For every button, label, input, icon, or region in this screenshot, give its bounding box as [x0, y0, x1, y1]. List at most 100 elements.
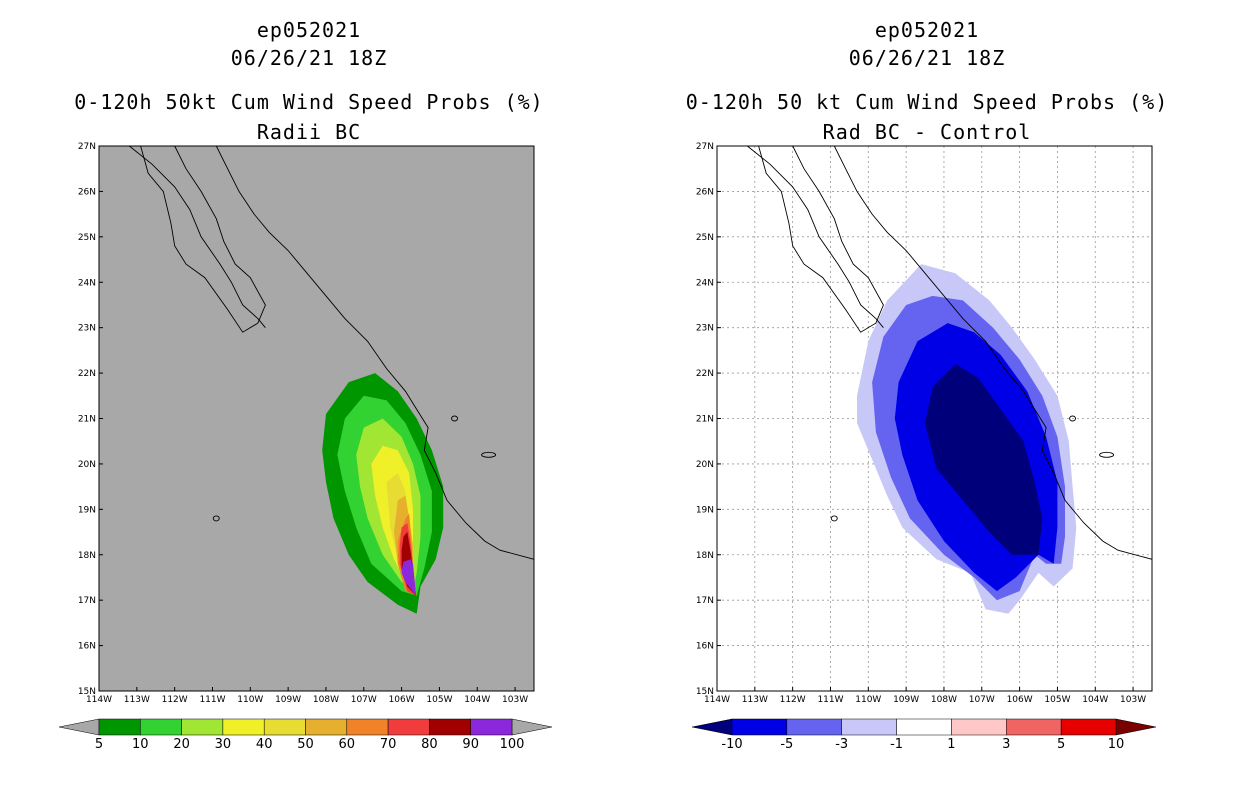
y-tick-label: 27N	[696, 142, 714, 152]
colorbar-swatch	[786, 718, 842, 736]
storm-id-label: ep052021	[256, 18, 362, 42]
x-tick-label: 106W	[389, 695, 415, 705]
chart-subtitle: Rad BC - Control	[822, 120, 1032, 144]
y-tick-label: 20N	[78, 460, 96, 470]
y-tick-label: 24N	[78, 278, 96, 288]
colorbar-end-triangle	[1115, 718, 1157, 736]
colorbar-label: 20	[173, 737, 190, 752]
coastline-segment	[833, 145, 1153, 560]
colorbar-label: 3	[1002, 737, 1010, 752]
colorbar: -10 -5 -3 -1 1 3 5 10	[691, 718, 1157, 752]
x-tick-label: 109W	[893, 695, 919, 705]
x-tick-label: 103W	[502, 695, 528, 705]
island-outline	[451, 415, 459, 422]
colorbar-swatch	[263, 718, 306, 736]
x-tick-label: 113W	[124, 695, 150, 705]
x-tick-label: 104W	[464, 695, 490, 705]
colorbar-label: 100	[500, 737, 525, 752]
colorbar-swatch	[470, 718, 513, 736]
colorbar: 5 10 20 30 40 50 60 70 80 90 100	[58, 718, 553, 752]
x-tick-label: 107W	[351, 695, 377, 705]
colorbar-label: 40	[256, 737, 273, 752]
colorbar-swatch	[429, 718, 471, 736]
colorbar-label: -5	[780, 737, 793, 752]
coastline-segment	[215, 145, 535, 560]
contour-level-100	[401, 563, 416, 596]
y-tick-label: 21N	[78, 415, 96, 425]
y-tick-label: 18N	[78, 551, 96, 561]
colorbar-end-triangle	[58, 718, 100, 736]
colorbar-swatch	[181, 718, 224, 736]
contour-level-neg10	[925, 364, 1043, 555]
colorbar-swatch	[896, 718, 952, 736]
x-tick-label: 105W	[426, 695, 452, 705]
y-tick-label: 19N	[78, 505, 96, 515]
x-tick-label: 108W	[313, 695, 339, 705]
y-tick-label: 25N	[78, 233, 96, 243]
colorbar-swatch	[98, 718, 141, 736]
x-tick-label: 106W	[1007, 695, 1033, 705]
x-tick-label: 111W	[199, 695, 225, 705]
island-outline	[1099, 451, 1115, 458]
y-tick-label: 26N	[78, 187, 96, 197]
y-tick-label: 22N	[78, 369, 96, 379]
colorbar-swatch	[731, 718, 788, 736]
colorbar-swatch	[1060, 718, 1117, 736]
x-tick-label: 104W	[1082, 695, 1108, 705]
contour-group	[322, 373, 444, 614]
coastline-segment	[140, 145, 266, 333]
y-tick-label: 17N	[78, 596, 96, 606]
colorbar-swatch	[841, 718, 897, 736]
x-tick-label: 107W	[969, 695, 995, 705]
y-tick-label: 16N	[78, 642, 96, 652]
wind-prob-difference-map: 114W 113W 112W 111W 110W 109W 108W 107W 106W 105W…	[691, 142, 1157, 752]
y-tick-label: 27N	[78, 142, 96, 152]
colorbar-label: 10	[132, 737, 149, 752]
colorbar-swatch	[346, 718, 389, 736]
island-outline	[481, 451, 497, 458]
chart-title: 0-120h 50kt Cum Wind Speed Probs (%)	[74, 90, 544, 114]
coastline-segment	[129, 145, 266, 328]
x-tick-label: 112W	[162, 695, 188, 705]
x-tick-label: 105W	[1044, 695, 1070, 705]
colorbar-label: 10	[1108, 737, 1125, 752]
chart-panel-difference: ep052021 06/26/21 18Z 0-120h 50 kt Cum W…	[618, 0, 1236, 800]
x-tick-label: 112W	[780, 695, 806, 705]
x-tick-label: 109W	[275, 695, 301, 705]
y-tick-label: 22N	[696, 369, 714, 379]
colorbar-swatch	[387, 718, 430, 736]
colorbar-end-triangle	[691, 718, 733, 736]
chart-title: 0-120h 50 kt Cum Wind Speed Probs (%)	[685, 90, 1169, 114]
storm-id-label: ep052021	[874, 18, 980, 42]
x-tick-label: 110W	[237, 695, 263, 705]
x-tick-label: 114W	[86, 695, 112, 705]
y-tick-label: 24N	[696, 278, 714, 288]
island-outline	[830, 515, 838, 522]
colorbar-label: -10	[721, 737, 742, 752]
y-tick-label: 23N	[696, 324, 714, 334]
island-outline	[212, 515, 220, 522]
colorbar-end-triangle	[511, 718, 553, 736]
island-outline	[1069, 415, 1077, 422]
colorbar-label: -1	[890, 737, 903, 752]
colorbar-label: -3	[835, 737, 848, 752]
y-tick-label: 26N	[696, 187, 714, 197]
gridlines	[716, 145, 1152, 692]
coastline-group	[129, 145, 535, 560]
x-tick-label: 114W	[704, 695, 730, 705]
chart-panel-radii-bc: ep052021 06/26/21 18Z 0-120h 50kt Cum Wi…	[58, 18, 553, 752]
colorbar-label: 50	[297, 737, 314, 752]
colorbar-label: 5	[95, 737, 103, 752]
y-tick-label: 18N	[696, 551, 714, 561]
colorbar-swatch	[222, 718, 265, 736]
x-tick-label: 111W	[817, 695, 843, 705]
x-tick-label: 110W	[855, 695, 881, 705]
y-tick-label: 19N	[696, 505, 714, 515]
coastline-segment	[758, 145, 884, 333]
x-tick-label: 108W	[931, 695, 957, 705]
colorbar-label: 80	[421, 737, 438, 752]
colorbar-swatch	[951, 718, 1007, 736]
colorbar-label: 70	[380, 737, 397, 752]
x-tick-label: 113W	[742, 695, 768, 705]
colorbar-label: 1	[947, 737, 955, 752]
